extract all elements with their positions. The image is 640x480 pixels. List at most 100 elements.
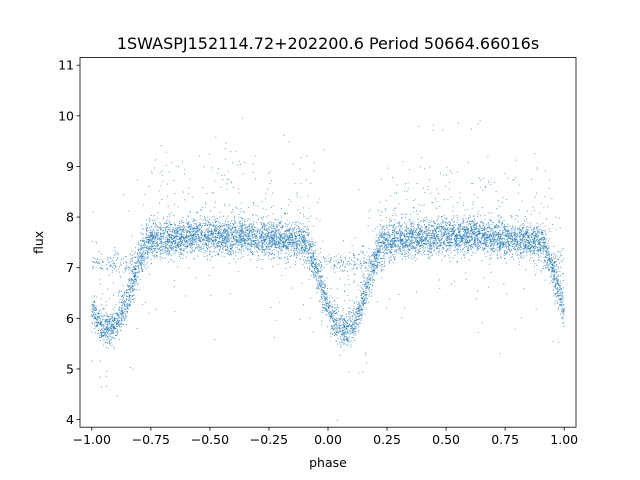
data-point <box>277 227 279 229</box>
data-point <box>126 298 128 300</box>
data-point <box>108 319 110 321</box>
data-point <box>358 302 360 304</box>
data-point <box>491 242 493 244</box>
data-point <box>256 243 258 245</box>
data-point <box>182 243 184 245</box>
data-point <box>302 228 304 230</box>
data-point <box>404 230 406 232</box>
data-point <box>500 247 502 249</box>
data-point <box>464 251 466 253</box>
data-point <box>449 242 451 243</box>
data-point <box>123 262 125 264</box>
data-point <box>296 196 298 198</box>
data-point <box>412 245 414 247</box>
data-point <box>504 226 506 228</box>
data-point <box>452 227 454 229</box>
data-point <box>195 238 197 240</box>
data-point <box>116 314 118 316</box>
data-point <box>441 248 443 250</box>
data-point <box>464 232 466 234</box>
data-point <box>103 325 105 326</box>
data-point <box>386 227 388 228</box>
data-point <box>146 227 148 229</box>
data-point <box>461 241 463 243</box>
data-point <box>471 227 473 229</box>
data-point <box>302 235 303 237</box>
data-point <box>207 238 209 240</box>
data-point <box>146 235 148 237</box>
data-point <box>484 218 486 220</box>
data-point <box>156 229 158 231</box>
data-point <box>278 242 280 243</box>
data-point <box>222 247 224 249</box>
data-point <box>289 229 291 231</box>
data-point <box>290 249 292 251</box>
data-point <box>537 237 539 239</box>
data-point <box>180 238 181 240</box>
data-point <box>363 293 365 294</box>
data-point <box>474 252 476 254</box>
data-point <box>477 234 478 235</box>
data-point <box>228 239 230 241</box>
data-point <box>474 241 476 243</box>
data-point <box>461 238 463 240</box>
data-point <box>266 236 268 238</box>
data-point <box>436 225 438 227</box>
data-point <box>546 250 548 252</box>
data-point <box>221 227 223 229</box>
data-point <box>372 263 374 265</box>
data-point <box>148 237 150 239</box>
data-point <box>278 236 279 238</box>
data-point <box>296 194 298 196</box>
data-point <box>223 236 225 238</box>
data-point <box>178 227 180 229</box>
data-point <box>322 307 324 309</box>
data-point <box>223 225 225 227</box>
data-point <box>370 275 372 277</box>
data-point <box>497 225 498 227</box>
data-point <box>339 266 341 267</box>
data-point <box>398 240 400 242</box>
data-point <box>195 232 197 234</box>
data-point <box>196 231 198 233</box>
data-point <box>342 264 344 266</box>
data-point <box>401 228 403 230</box>
data-point <box>537 231 539 233</box>
data-point <box>483 228 485 230</box>
data-point <box>496 254 498 256</box>
data-point <box>342 320 344 321</box>
data-point <box>418 226 419 228</box>
data-point <box>129 294 131 296</box>
data-point <box>189 234 191 236</box>
data-point <box>266 236 268 238</box>
data-point <box>111 270 113 271</box>
data-point <box>180 227 182 229</box>
data-point <box>271 250 273 252</box>
data-point <box>304 248 306 250</box>
data-point <box>351 326 353 328</box>
data-point <box>403 242 405 244</box>
data-point <box>486 243 488 245</box>
data-point <box>413 228 415 230</box>
data-point <box>342 308 344 309</box>
data-point <box>169 246 171 248</box>
data-point <box>237 241 239 243</box>
data-point <box>498 245 500 247</box>
data-point <box>279 238 281 240</box>
data-point <box>346 270 348 272</box>
data-point <box>532 231 534 233</box>
data-point <box>206 250 208 252</box>
data-point <box>219 248 221 250</box>
data-point <box>152 248 154 250</box>
data-point <box>376 248 378 250</box>
data-point <box>368 293 370 295</box>
data-point <box>360 311 362 313</box>
data-point <box>408 237 410 239</box>
data-point <box>384 232 386 234</box>
data-point <box>544 259 546 261</box>
data-point <box>480 221 482 223</box>
data-point <box>211 234 213 236</box>
data-point <box>239 220 241 222</box>
data-point <box>114 316 116 318</box>
data-point <box>413 234 414 236</box>
